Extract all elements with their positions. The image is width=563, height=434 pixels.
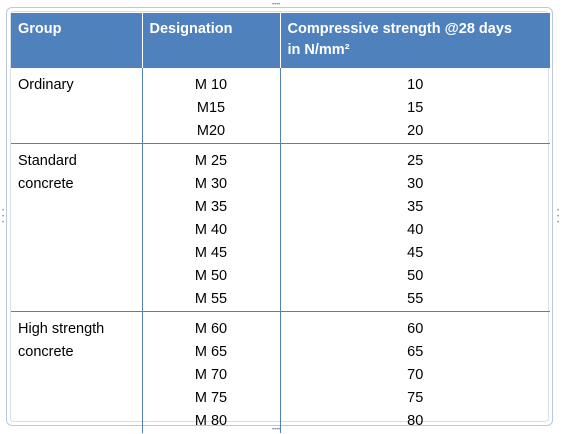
resize-handle-top[interactable]: •••• xyxy=(272,2,281,8)
designation-value: M 30 xyxy=(194,176,228,192)
strength-value: 25 xyxy=(407,153,424,169)
designation-value: M 10 xyxy=(194,77,228,93)
designation-value: M 45 xyxy=(194,245,228,261)
designation-value: M 35 xyxy=(194,199,228,215)
strength-value: 15 xyxy=(407,100,424,116)
header-group: Group xyxy=(11,13,143,68)
header-compressive-strength: Compressive strength @28 days in N/mm² xyxy=(280,13,550,68)
header-row: Group Designation Compressive strength @… xyxy=(11,13,550,68)
strength-cell: 25 30 35 40 45 50 55 xyxy=(280,143,550,312)
designation-value: M15 xyxy=(196,100,226,116)
strength-value: 10 xyxy=(407,77,424,93)
header-strength-line-2: in N/mm² xyxy=(287,42,350,58)
strength-value: 75 xyxy=(407,390,424,406)
strength-value: 30 xyxy=(407,176,424,192)
table-row: Standard concrete M 25 M 30 M 35 M 40 M 45 M 50… xyxy=(11,143,550,312)
designation-value: M 65 xyxy=(194,344,228,360)
designation-cell: M 25 M 30 M 35 M 40 M 45 M 50 M 55 xyxy=(142,143,281,312)
strength-cell: 60 65 70 75 80 xyxy=(280,312,550,434)
designation-value: M20 xyxy=(196,123,226,139)
group-cell: Standard concrete xyxy=(11,143,143,312)
strength-value: 20 xyxy=(407,123,424,139)
concrete-grades-table: Group Designation Compressive strength @… xyxy=(11,13,550,433)
strength-value: 45 xyxy=(407,245,424,261)
strength-value: 80 xyxy=(407,413,424,429)
group-cell: High strength concrete xyxy=(11,311,143,433)
header-strength-line-1: Compressive strength @28 days xyxy=(287,21,512,37)
resize-handle-left[interactable]: • • • xyxy=(2,208,5,226)
strength-value: 60 xyxy=(407,321,424,337)
group-name-line: concrete xyxy=(18,344,74,360)
designation-value: M 40 xyxy=(194,222,228,238)
strength-value: 50 xyxy=(407,268,424,284)
designation-value: M 25 xyxy=(194,153,228,169)
group-name-line: Standard xyxy=(18,153,77,169)
group-name-line: Ordinary xyxy=(18,77,74,93)
designation-value: M 70 xyxy=(194,367,228,383)
group-name-line: concrete xyxy=(18,176,74,192)
designation-value: M 80 xyxy=(194,413,228,429)
strength-cell: 10 15 20 xyxy=(280,68,550,144)
table-body: Ordinary M 10 M15 M20 10 15 20 Standard concrete… xyxy=(11,68,550,433)
header-designation: Designation xyxy=(142,13,281,68)
table-row: Ordinary M 10 M15 M20 10 15 20 xyxy=(11,68,550,144)
designation-value: M 75 xyxy=(194,390,228,406)
table-row: High strength concrete M 60 M 65 M 70 M 75 M 8… xyxy=(11,311,550,434)
strength-value: 55 xyxy=(407,291,424,307)
strength-value: 40 xyxy=(407,222,424,238)
designation-value: M 50 xyxy=(194,268,228,284)
strength-value: 65 xyxy=(407,344,424,360)
designation-cell: M 60 M 65 M 70 M 75 M 80 xyxy=(142,311,281,433)
group-name-line: High strength xyxy=(18,321,105,337)
resize-handle-right[interactable]: • • • xyxy=(557,208,560,226)
designation-value: M 55 xyxy=(194,291,228,307)
strength-value: 35 xyxy=(407,199,424,215)
group-cell: Ordinary xyxy=(11,68,143,144)
designation-cell: M 10 M15 M20 xyxy=(142,68,281,144)
designation-value: M 60 xyxy=(194,321,228,337)
strength-value: 70 xyxy=(407,367,424,383)
